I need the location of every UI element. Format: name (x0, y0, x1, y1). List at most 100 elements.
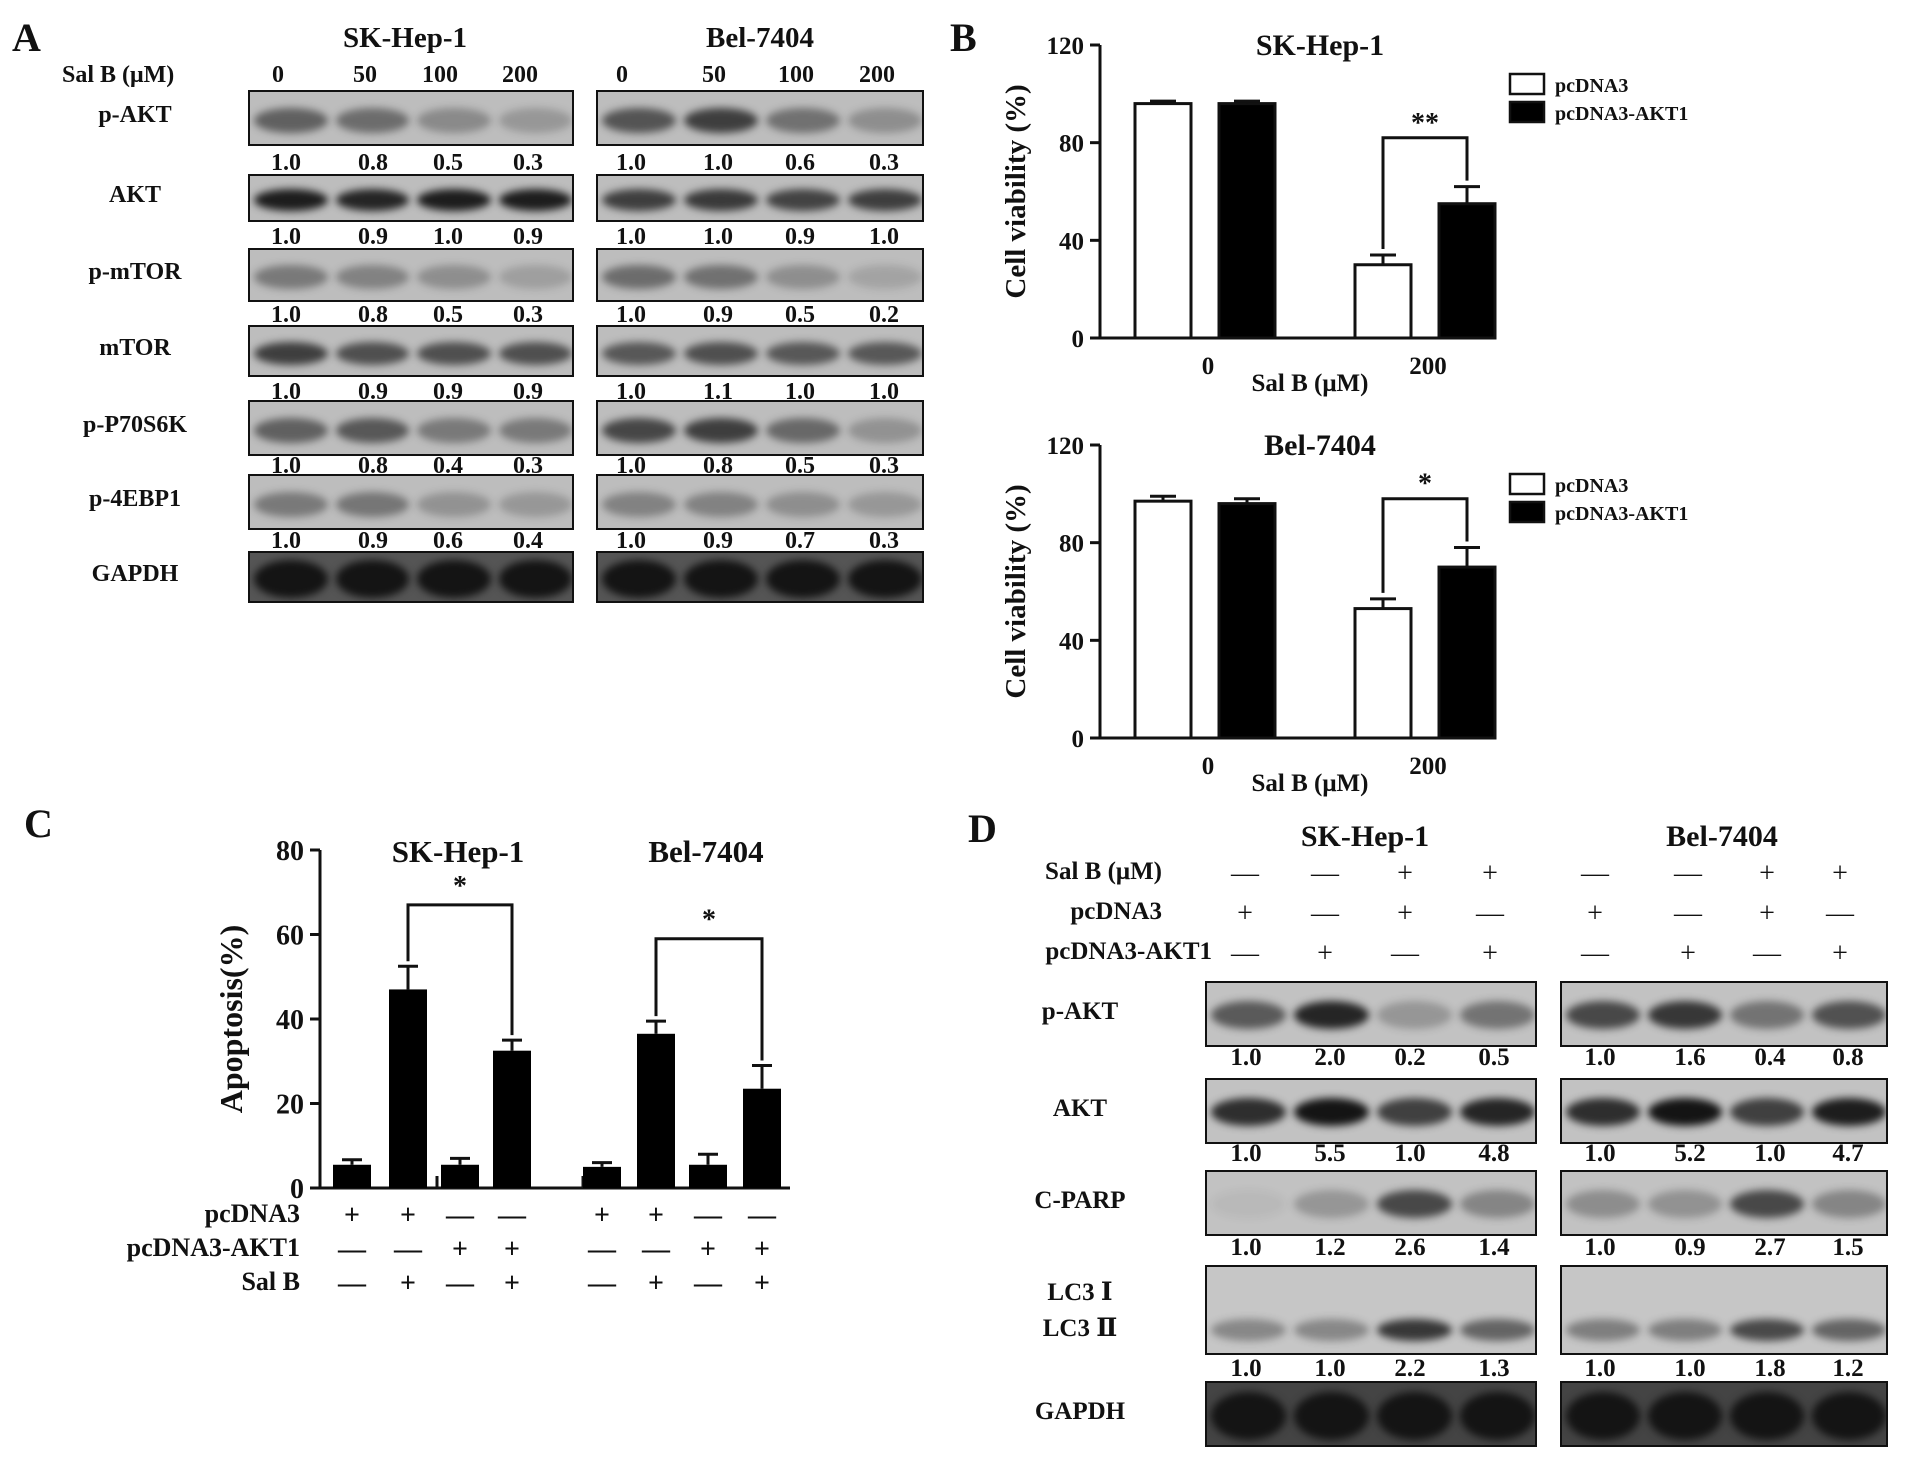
blot-band (1377, 1190, 1452, 1218)
blot-band (1294, 1098, 1369, 1126)
blot-row-label-akt: AKT (108, 182, 162, 208)
blot-band (335, 265, 409, 289)
densitometry-value: 5.2 (1674, 1140, 1706, 1167)
densitometry-value: 1.0 (1584, 1234, 1616, 1261)
blot-row-label-akt: AKT (1052, 1095, 1108, 1122)
densitometry-value: 1.0 (271, 224, 301, 250)
blot-band (417, 189, 491, 211)
densitometry-value: 1.0 (1584, 1140, 1616, 1167)
blot-band (1812, 1001, 1886, 1029)
panel-a-cell-line-bel-7404: Bel-7404 (706, 22, 814, 54)
densitometry-value: 2.2 (1394, 1355, 1426, 1382)
blot-band (1460, 1190, 1535, 1218)
treatment-sign: + (1832, 858, 1848, 889)
blot-band (254, 265, 328, 289)
blot-row-label-p-p70s6k: p-P70S6K (82, 412, 188, 438)
blot-band (1648, 1319, 1722, 1341)
blot-band (602, 342, 676, 365)
densitometry-value: 1.0 (616, 150, 646, 176)
blot-row-label-c-parp: C-PARP (1034, 1187, 1126, 1214)
panel-a-dose-200-bel: 200 (859, 62, 895, 88)
densitometry-value: 1.8 (1754, 1355, 1786, 1382)
blot-band (1460, 1098, 1535, 1126)
densitometry-value: 0.6 (785, 150, 815, 176)
blot-row-label-p-akt: p-AKT (1041, 998, 1119, 1025)
treatment-sign: — (1674, 858, 1702, 889)
blot-band (766, 342, 840, 365)
blot-band (602, 265, 676, 289)
treatment-sign: + (1832, 938, 1848, 969)
treatment-sign: + (1482, 938, 1498, 969)
densitometry-value: 0.9 (358, 528, 388, 554)
blot-gapdh-bel-7404 (596, 551, 924, 603)
blot-band (684, 560, 758, 598)
panel-label-d: D (968, 806, 997, 851)
blot-p-akt-bel-7404 (1560, 981, 1888, 1047)
densitometry-value: 0.4 (513, 528, 543, 554)
blot-band (498, 108, 572, 133)
densitometry-value: 2.6 (1394, 1234, 1426, 1261)
blot-band (766, 560, 840, 598)
blot-band (1294, 1392, 1369, 1440)
blot-akt-sk-hep-1 (248, 174, 574, 222)
densitometry-value: 1.6 (1674, 1044, 1706, 1071)
densitometry-value: 1.0 (616, 302, 646, 328)
densitometry-value: 1.0 (703, 224, 733, 250)
densitometry-value: 0.9 (1674, 1234, 1706, 1261)
panel-label-a: A (12, 15, 41, 60)
treatment-sign: — (1581, 938, 1609, 969)
blot-row-label-mtor: mTOR (99, 335, 171, 361)
blot-band (766, 492, 840, 517)
blot-lc3-lc3-sk-hep-1 (1205, 1265, 1537, 1355)
densitometry-value: 0.8 (1832, 1044, 1864, 1071)
panel-d-row-sal-b: Sal B (μM) (1045, 858, 1162, 885)
blot-band (335, 108, 409, 133)
blot-band (1460, 1319, 1535, 1341)
panel-a-western-blot: SK-Hep-1 Bel-7404 Sal B (μM) 0 50 100 20… (0, 0, 940, 720)
densitometry-value: 0.2 (1394, 1044, 1426, 1071)
blot-band (1377, 1319, 1452, 1341)
blot-band (1648, 1098, 1722, 1126)
blot-band (254, 108, 328, 133)
blot-band (848, 418, 922, 443)
densitometry-value: 0.5 (433, 150, 463, 176)
densitometry-value: 1.2 (1832, 1355, 1864, 1382)
blot-band (848, 560, 922, 598)
densitometry-value: 0.5 (433, 302, 463, 328)
densitometry-value: 0.9 (703, 302, 733, 328)
blot-band (766, 108, 840, 133)
densitometry-value: 2.0 (1314, 1044, 1346, 1071)
blot-band (1730, 1001, 1804, 1029)
blot-band (254, 189, 328, 211)
treatment-sign: — (1231, 938, 1259, 969)
densitometry-value: 0.9 (513, 224, 543, 250)
treatment-sign: — (1391, 938, 1419, 969)
panel-d-cell-line-bel-7404: Bel-7404 (1666, 820, 1778, 853)
blot-band (602, 560, 676, 598)
blot-p-akt-bel-7404 (596, 90, 924, 146)
blot-row-label-p-mtor: p-mTOR (88, 259, 182, 285)
blot-band (254, 342, 328, 365)
blot-row-label-gapdh: GAPDH (1034, 1398, 1126, 1425)
blot-band (254, 560, 328, 598)
densitometry-value: 0.4 (1754, 1044, 1786, 1071)
treatment-sign: + (1397, 898, 1413, 929)
blot-band (498, 265, 572, 289)
blot-band (1566, 1098, 1640, 1126)
treatment-sign: — (1674, 898, 1702, 929)
treatment-sign: — (1311, 858, 1339, 889)
treatment-sign: + (1759, 898, 1775, 929)
panel-a-dose-50: 50 (353, 62, 377, 88)
blot-band (417, 560, 491, 598)
blot-band (498, 342, 572, 365)
blot-row-label-p-4ebp1: p-4EBP1 (88, 486, 182, 512)
blot-p-4ebp1-bel-7404 (596, 474, 924, 530)
treatment-sign: + (1759, 858, 1775, 889)
blot-gapdh-bel-7404 (1560, 1381, 1888, 1447)
blot-band (1730, 1098, 1804, 1126)
panel-label-c: C (24, 801, 53, 846)
treatment-sign: + (1680, 938, 1696, 969)
blot-band (335, 342, 409, 365)
blot-p-p70s6k-sk-hep-1 (248, 400, 574, 456)
